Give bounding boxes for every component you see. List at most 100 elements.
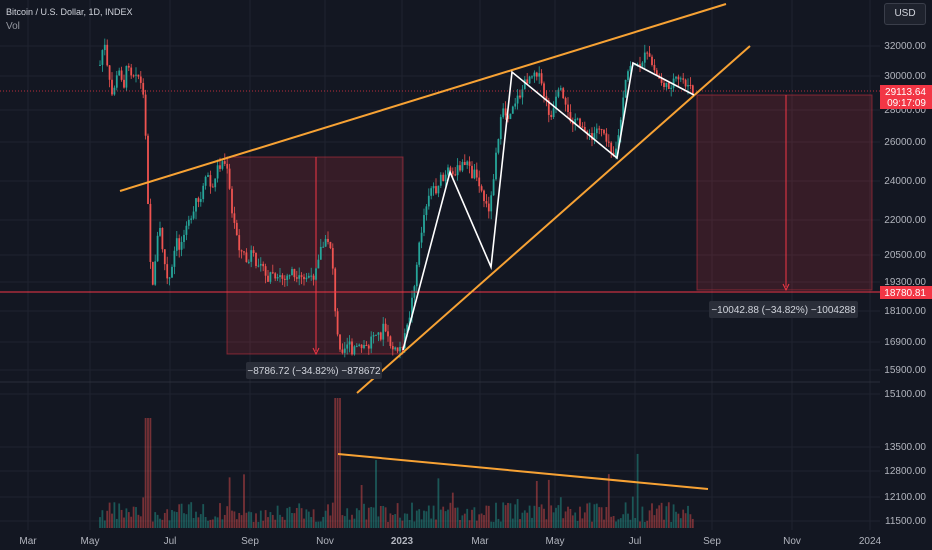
y-tick-label: 24000.00 (884, 176, 926, 187)
volume-bar (646, 520, 649, 528)
volume-bar (586, 503, 589, 528)
current-price-tag-bg (880, 85, 932, 109)
volume-bar (214, 516, 217, 528)
volume-bar (538, 506, 541, 528)
volume-bar (173, 511, 176, 528)
time-axis[interactable]: Mar May Jul Sep Nov 2023 Mar May Jul Sep Nov 2024 (19, 536, 881, 547)
volume-bar (483, 515, 485, 528)
candle-body (204, 176, 207, 186)
y-tick-label: 28000.00 (884, 105, 926, 116)
volume-bar (185, 514, 188, 528)
volume-bar (444, 511, 447, 528)
candle-body (262, 263, 265, 267)
candle-body (442, 174, 445, 182)
level-price-tag: 18780.81 (884, 288, 926, 299)
candle-body (495, 152, 497, 180)
candle-body (521, 89, 524, 98)
y-tick-label: 16900.00 (884, 337, 926, 348)
volume-bar (269, 512, 272, 528)
volume-bar (557, 505, 560, 528)
grid-lines (0, 0, 880, 530)
price-axis[interactable]: 32000.00 30000.00 28000.00 26000.00 24000.00… (884, 41, 926, 527)
candle-body (324, 238, 327, 247)
volume-bar (641, 506, 644, 528)
volume-bar (322, 516, 325, 528)
volume-bar (151, 521, 154, 528)
volume-bar (108, 502, 111, 528)
level-price-tag-bg (880, 286, 932, 299)
volume-bar (142, 497, 145, 528)
volume-bar (240, 515, 243, 528)
candle-body (545, 96, 548, 101)
candle-body (485, 201, 488, 204)
candle-body (670, 87, 673, 89)
candle-body (675, 76, 677, 79)
candle-body (595, 128, 598, 134)
volume-bar (295, 507, 298, 528)
volume-bar (370, 506, 373, 528)
volume-bar (540, 504, 543, 528)
candle-body (130, 67, 133, 76)
volume-bar (336, 398, 339, 528)
candle-body (607, 141, 610, 143)
volume-bar (144, 418, 147, 528)
volume-bar (418, 509, 421, 528)
volume-bar (687, 505, 689, 528)
candle-body (247, 261, 250, 263)
volume-bar (183, 513, 185, 528)
candle-body (459, 165, 461, 171)
candle-body (483, 190, 485, 202)
candle-body (526, 79, 529, 84)
x-tick-label: 2024 (859, 536, 882, 547)
volume-bar (223, 514, 226, 528)
candle-body (571, 121, 574, 125)
x-tick-label: Mar (19, 536, 37, 547)
candle-body (619, 119, 622, 136)
volume-bar (360, 485, 363, 528)
volume-bar (423, 510, 425, 528)
volume-bar (255, 513, 257, 528)
candle-body (358, 344, 361, 346)
volume-bar (111, 513, 113, 528)
candle-body (394, 347, 397, 350)
volume-bar (367, 507, 370, 528)
volume-bar (197, 517, 200, 528)
candle-body (641, 62, 644, 67)
currency-button[interactable]: USD (884, 3, 926, 25)
y-tick-label: 15100.00 (884, 389, 926, 400)
measure-box (696, 94, 873, 291)
volume-bar (624, 502, 627, 528)
candle-body (118, 70, 121, 76)
volume-bar (118, 503, 121, 528)
volume-bar (279, 514, 281, 528)
candle-body (219, 165, 221, 169)
candle-body (168, 277, 171, 279)
candle-body (598, 128, 601, 130)
volume-bar (478, 514, 481, 528)
candle-body (576, 118, 579, 120)
candle-body (156, 235, 159, 262)
volume-bar (600, 507, 603, 528)
volume-bar (202, 504, 205, 528)
candle-body (552, 108, 555, 118)
volume-bar (475, 520, 478, 528)
candle-body (672, 78, 675, 88)
candle-body (543, 83, 545, 97)
volume-bar (125, 508, 128, 528)
candle-body (185, 225, 188, 235)
y-tick-label: 20500.00 (884, 250, 926, 261)
volume-bar (389, 513, 392, 528)
y-tick-label: 12800.00 (884, 466, 926, 477)
volume-bar (264, 510, 267, 528)
candle-body (427, 195, 430, 207)
candle-body (322, 246, 325, 248)
candle-body (243, 251, 245, 253)
candle-body (281, 275, 284, 279)
candle-body (379, 332, 382, 340)
volume-bar (459, 519, 461, 528)
candle-body (562, 88, 565, 99)
volume-bar (192, 517, 195, 528)
volume-bar (99, 517, 101, 528)
candle-body (233, 213, 236, 223)
